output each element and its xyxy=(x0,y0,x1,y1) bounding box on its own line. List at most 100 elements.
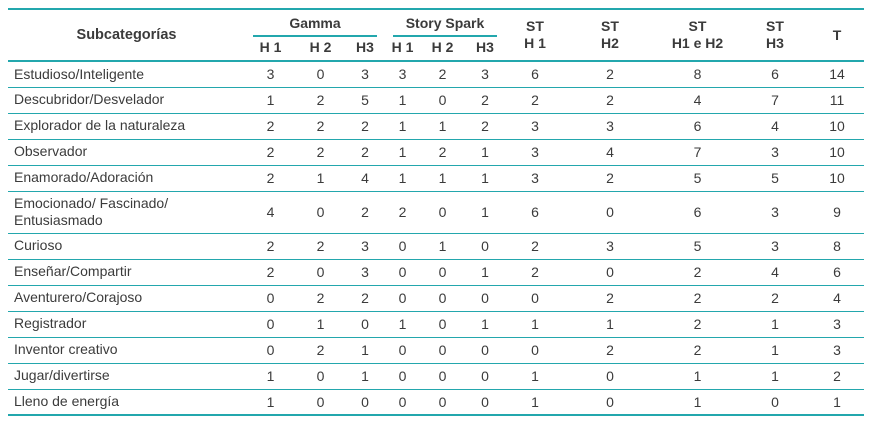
table-row: Curioso 2 2 3 0 1 0 2 3 5 3 8 xyxy=(8,232,864,259)
row-value: 2 xyxy=(740,284,810,311)
row-value: 0 xyxy=(420,190,465,233)
row-value: 2 xyxy=(296,232,345,259)
row-value: 1 xyxy=(385,310,420,337)
row-value: 0 xyxy=(385,388,420,415)
row-value: 2 xyxy=(420,138,465,165)
row-value: 0 xyxy=(245,336,296,363)
row-value: 10 xyxy=(810,112,864,139)
row-value: 2 xyxy=(565,164,655,191)
row-value: 1 xyxy=(465,138,505,165)
row-value: 3 xyxy=(345,258,385,285)
st-h3-line1: ST xyxy=(766,18,784,35)
row-value: 3 xyxy=(810,310,864,337)
row-value: 2 xyxy=(438,66,447,83)
row-value: 0 xyxy=(345,388,385,415)
row-value: 10 xyxy=(810,138,864,165)
row-value: 2 xyxy=(245,232,296,259)
row-value: 2 xyxy=(245,164,296,191)
column-header-gamma-h1: H 1 xyxy=(259,39,282,55)
row-value: 6 xyxy=(531,66,539,83)
table-row: Emocionado/ Fascinado/ Entusiasmado 4 0 … xyxy=(8,190,864,233)
row-value: 1 xyxy=(655,388,740,415)
row-value: 0 xyxy=(565,190,655,233)
subcategories-header: Subcategorías xyxy=(76,27,177,43)
row-value: 1 xyxy=(345,336,385,363)
row-value: 2 xyxy=(655,284,740,311)
st-h1eh2-line1: ST xyxy=(688,18,707,35)
row-value: 0 xyxy=(740,388,810,415)
row-value: 0 xyxy=(385,284,420,311)
row-value: 2 xyxy=(245,112,296,139)
row-value: 3 xyxy=(810,336,864,363)
table-row: Aventurero/Corajoso 0 2 2 0 0 0 0 2 2 2 … xyxy=(8,284,864,311)
row-value: 0 xyxy=(296,190,345,233)
row-value: 1 xyxy=(385,86,420,113)
row-value: 3 xyxy=(481,66,489,83)
column-header-storyspark-h2: H 2 xyxy=(431,39,454,55)
row-value: 2 xyxy=(296,86,345,113)
row-value: 0 xyxy=(505,284,565,311)
row-value: 1 xyxy=(385,164,420,191)
row-label: Explorador de la naturaleza xyxy=(8,112,245,139)
row-value: 2 xyxy=(505,232,565,259)
table-body: Estudioso/Inteligente 3 0 3 3 2 3 6 2 8 … xyxy=(8,61,864,415)
row-value: 3 xyxy=(398,66,407,83)
row-value: 4 xyxy=(565,138,655,165)
row-value: 0 xyxy=(465,284,505,311)
row-value: 1 xyxy=(810,388,864,415)
column-header-storyspark-h3: H3 xyxy=(476,39,494,55)
row-value: 0 xyxy=(420,362,465,389)
row-value: 0 xyxy=(420,86,465,113)
row-value: 1 xyxy=(245,86,296,113)
row-value: 0 xyxy=(420,258,465,285)
row-value: 6 xyxy=(655,112,740,139)
row-value: 4 xyxy=(810,284,864,311)
row-value: 6 xyxy=(655,190,740,233)
row-value: 0 xyxy=(505,336,565,363)
row-value: 1 xyxy=(740,310,810,337)
row-value: 3 xyxy=(266,66,275,83)
row-value: 0 xyxy=(385,362,420,389)
row-value: 1 xyxy=(345,362,385,389)
row-value: 3 xyxy=(345,232,385,259)
row-value: 7 xyxy=(740,86,810,113)
row-value: 1 xyxy=(740,336,810,363)
row-value: 1 xyxy=(296,164,345,191)
column-header-st-h1: ST H 1 xyxy=(505,9,565,61)
row-value: 1 xyxy=(420,164,465,191)
table-row: Enseñar/Compartir 2 0 3 0 0 1 2 0 2 4 6 xyxy=(8,258,864,285)
row-value: 2 xyxy=(296,138,345,165)
row-value: 2 xyxy=(296,284,345,311)
row-value: 1 xyxy=(505,388,565,415)
row-value: 2 xyxy=(655,310,740,337)
row-value: 0 xyxy=(465,336,505,363)
row-value: 0 xyxy=(316,66,325,83)
row-label: Enseñar/Compartir xyxy=(8,258,245,285)
row-value: 0 xyxy=(420,284,465,311)
row-value: 0 xyxy=(420,336,465,363)
table-row: Inventor creativo 0 2 1 0 0 0 0 2 2 1 3 xyxy=(8,336,864,363)
st-h1-line1: ST xyxy=(526,18,544,35)
row-value: 3 xyxy=(361,66,369,83)
column-header-st-h2: ST H2 xyxy=(565,9,655,61)
row-value: 2 xyxy=(565,336,655,363)
row-value: 0 xyxy=(420,388,465,415)
column-header-storyspark-h1: H 1 xyxy=(391,39,414,55)
header-row-groups: Subcategorías Gamma Story Spark ST H 1 S… xyxy=(8,9,864,51)
row-value: 7 xyxy=(655,138,740,165)
row-label: Jugar/divertirse xyxy=(8,362,245,389)
row-value: 0 xyxy=(385,258,420,285)
row-value: 1 xyxy=(296,310,345,337)
row-value: 2 xyxy=(810,362,864,389)
row-value: 2 xyxy=(565,86,655,113)
row-value: 0 xyxy=(565,362,655,389)
row-value: 2 xyxy=(385,190,420,233)
row-value: 0 xyxy=(420,310,465,337)
row-value: 4 xyxy=(345,164,385,191)
row-label: Lleno de energía xyxy=(8,388,245,415)
row-value: 2 xyxy=(296,112,345,139)
st-h2-line1: ST xyxy=(601,18,619,35)
row-label: Curioso xyxy=(8,232,245,259)
row-value: 2 xyxy=(606,66,614,83)
column-header-st-h1-e-h2: ST H1 e H2 xyxy=(655,9,740,61)
